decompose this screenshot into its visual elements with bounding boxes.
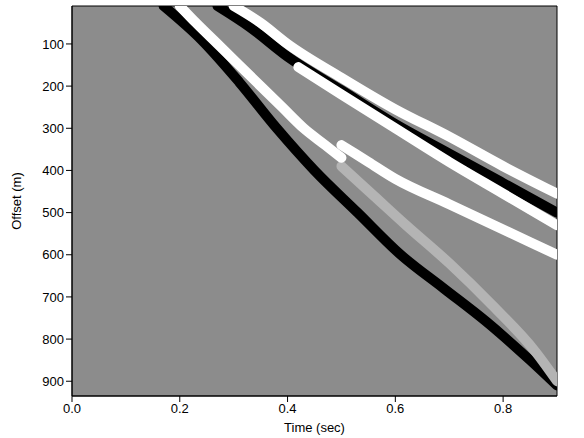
svg-text:200: 200	[42, 79, 64, 94]
svg-text:700: 700	[42, 290, 64, 305]
svg-text:0.4: 0.4	[279, 401, 297, 416]
svg-text:0.2: 0.2	[171, 401, 189, 416]
svg-text:Time (sec): Time (sec)	[284, 420, 345, 435]
svg-text:Offset (m): Offset (m)	[9, 172, 24, 230]
svg-text:400: 400	[42, 163, 64, 178]
svg-text:900: 900	[42, 374, 64, 389]
svg-text:0.8: 0.8	[494, 401, 512, 416]
svg-text:0.0: 0.0	[63, 401, 81, 416]
svg-text:300: 300	[42, 121, 64, 136]
svg-text:0.6: 0.6	[386, 401, 404, 416]
svg-text:500: 500	[42, 205, 64, 220]
svg-text:100: 100	[42, 37, 64, 52]
svg-text:800: 800	[42, 332, 64, 347]
svg-text:600: 600	[42, 247, 64, 262]
